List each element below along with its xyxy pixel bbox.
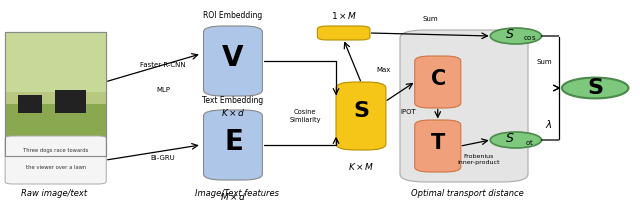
Text: $1 \times M$: $1 \times M$ <box>330 10 357 21</box>
Text: $M \times d$: $M \times d$ <box>220 190 246 200</box>
FancyBboxPatch shape <box>5 136 106 184</box>
FancyBboxPatch shape <box>317 26 370 40</box>
Text: $S$: $S$ <box>505 132 514 144</box>
Text: Optimal transport distance: Optimal transport distance <box>411 190 524 198</box>
FancyBboxPatch shape <box>204 110 262 180</box>
Text: Max: Max <box>376 67 390 73</box>
FancyBboxPatch shape <box>415 120 461 172</box>
Text: $K \times M$: $K \times M$ <box>348 160 374 171</box>
Text: Cosine
Similarity: Cosine Similarity <box>289 109 321 123</box>
Text: Frobenius
inner-product: Frobenius inner-product <box>458 154 500 165</box>
Circle shape <box>562 78 628 98</box>
Bar <box>5 32 106 92</box>
Text: $\mathbf{S}$: $\mathbf{S}$ <box>353 101 369 121</box>
Text: $\mathrm{cos}$: $\mathrm{cos}$ <box>524 34 536 42</box>
Text: $\mathrm{ot}$: $\mathrm{ot}$ <box>525 138 534 147</box>
Text: Three dogs race towards: Three dogs race towards <box>23 148 88 153</box>
Bar <box>5 32 106 156</box>
Text: MLP: MLP <box>156 87 170 93</box>
FancyBboxPatch shape <box>400 30 528 182</box>
Text: Raw image/text: Raw image/text <box>21 190 88 198</box>
Text: Text Embedding: Text Embedding <box>202 96 264 105</box>
FancyBboxPatch shape <box>336 82 386 150</box>
FancyBboxPatch shape <box>204 26 262 96</box>
Bar <box>18 95 42 113</box>
Circle shape <box>490 28 541 44</box>
Text: $\lambda$: $\lambda$ <box>545 118 553 130</box>
Text: $K \times d$: $K \times d$ <box>221 106 245 117</box>
Text: $\mathbf{V}$: $\mathbf{V}$ <box>221 44 244 72</box>
Circle shape <box>490 132 541 148</box>
FancyBboxPatch shape <box>415 56 461 108</box>
Text: Sum: Sum <box>422 16 438 22</box>
Bar <box>5 32 106 156</box>
Text: $\mathbf{T}$: $\mathbf{T}$ <box>429 133 446 153</box>
Text: $\mathbf{S}$: $\mathbf{S}$ <box>587 78 604 98</box>
Bar <box>55 90 86 113</box>
Text: the viewer over a lawn: the viewer over a lawn <box>26 165 86 170</box>
Text: Sum: Sum <box>536 59 552 65</box>
Text: Faster R-CNN: Faster R-CNN <box>140 62 186 68</box>
Text: $\mathbf{E}$: $\mathbf{E}$ <box>223 128 243 156</box>
Text: $\mathbf{C}$: $\mathbf{C}$ <box>430 69 445 89</box>
Text: ROI Embedding: ROI Embedding <box>204 11 262 21</box>
Text: $S$: $S$ <box>505 27 514 40</box>
Text: Image/Text features: Image/Text features <box>195 190 279 198</box>
Text: IPOT: IPOT <box>401 109 416 115</box>
Bar <box>5 104 106 156</box>
Text: Bi-GRU: Bi-GRU <box>151 155 175 161</box>
